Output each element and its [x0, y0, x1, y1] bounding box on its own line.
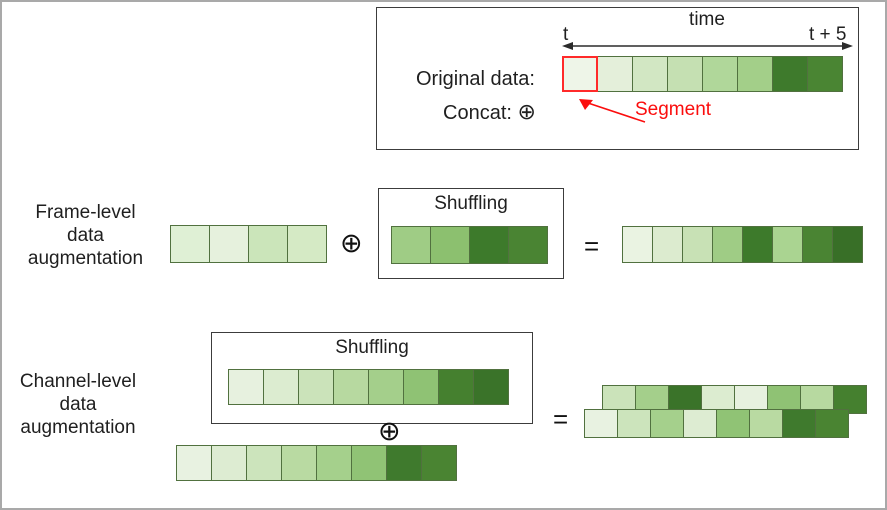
time-start-label: t: [563, 24, 569, 45]
segment-cell: [248, 225, 288, 263]
frame-concat-symbol: ⊕: [340, 228, 363, 259]
channel-concat-symbol: ⊕: [378, 416, 401, 447]
segment-cell: [597, 56, 633, 92]
segment-cell: [807, 56, 843, 92]
frame-level-label-line2: data: [67, 225, 104, 246]
segment-cell: [228, 369, 264, 405]
segment-cell: [421, 445, 457, 481]
segment-cell: [386, 445, 422, 481]
segment-cell: [742, 226, 773, 263]
segment-cell: [430, 226, 470, 264]
original-data-label: Original data:: [416, 68, 535, 90]
channel-level-label-line3: augmentation: [20, 417, 136, 438]
segment-cell: [176, 445, 212, 481]
segment-cell: [815, 409, 849, 438]
segment-cell: [832, 226, 863, 263]
segment-cell: [652, 226, 683, 263]
segment-cell: [368, 369, 404, 405]
segment-cell: [211, 445, 247, 481]
segment-cell: [403, 369, 439, 405]
segment-cell: [584, 409, 618, 438]
segment-cell: [737, 56, 773, 92]
channel-result-front-row: [584, 409, 849, 438]
segment-cell: [617, 409, 651, 438]
channel-level-label: Channel-level data augmentation: [2, 370, 154, 439]
segment-cell: [438, 369, 474, 405]
channel-shuffling-box: Shuffling: [211, 332, 533, 424]
frame-equals-sign: =: [584, 231, 600, 261]
segment-cell: [683, 409, 717, 438]
segment-cell: [772, 226, 803, 263]
frame-result-row: [622, 226, 863, 263]
frame-level-label-line1: Frame-level: [35, 202, 136, 223]
segment-cell: [170, 225, 210, 263]
time-end-label: t + 5: [809, 24, 847, 45]
segment-cell: [650, 409, 684, 438]
segment-cell: [508, 226, 548, 264]
segment-cell: [298, 369, 334, 405]
frame-shuffling-box: Shuffling: [378, 188, 564, 279]
segment-cell: [246, 445, 282, 481]
segment-cell: [802, 226, 833, 263]
channel-shuffling-label: Shuffling: [335, 337, 409, 358]
segment-cell: [622, 226, 653, 263]
segment-cell: [833, 385, 867, 414]
segment-cell: [351, 445, 387, 481]
segment-cell: [469, 226, 509, 264]
frame-level-label: Frame-level data augmentation: [8, 201, 163, 270]
concat-label: Concat: ⊕: [443, 100, 536, 125]
original-data-row: [562, 56, 843, 92]
channel-level-label-line1: Channel-level: [19, 371, 137, 392]
frame-level-label-line3: augmentation: [27, 248, 144, 269]
segment-cell: [263, 369, 299, 405]
time-axis-arrow: [562, 42, 853, 50]
segment-cell: [772, 56, 808, 92]
concat-label-text: Concat:: [443, 102, 512, 124]
segment-cell: [473, 369, 509, 405]
segment-cell: [712, 226, 743, 263]
channel-equals-sign: =: [553, 404, 569, 434]
segment-cell: [316, 445, 352, 481]
segment-cell: [782, 409, 816, 438]
channel-shuffled-row: [228, 369, 509, 405]
segment-cell: [209, 225, 249, 263]
concat-symbol: ⊕: [517, 100, 536, 125]
segment-cell: [632, 56, 668, 92]
segment-cell: [281, 445, 317, 481]
segment-cell: [682, 226, 713, 263]
segment-arrow: [579, 99, 646, 123]
legend-box: time t t + 5 Original data: Concat: ⊕ Se…: [376, 7, 859, 150]
segment-label: Segment: [635, 99, 712, 120]
segment-cell: [667, 56, 703, 92]
frame-shuffled-row: [391, 226, 548, 264]
segment-cell: [716, 409, 750, 438]
frame-left-segment-row: [170, 225, 327, 263]
segment-cell: [562, 56, 598, 92]
segment-cell: [391, 226, 431, 264]
frame-shuffling-label: Shuffling: [434, 193, 508, 214]
segment-cell: [702, 56, 738, 92]
time-axis-label: time: [689, 9, 725, 30]
segment-cell: [749, 409, 783, 438]
channel-original-row: [176, 445, 457, 481]
segment-cell: [287, 225, 327, 263]
segment-cell: [333, 369, 369, 405]
channel-level-label-line2: data: [59, 394, 97, 415]
